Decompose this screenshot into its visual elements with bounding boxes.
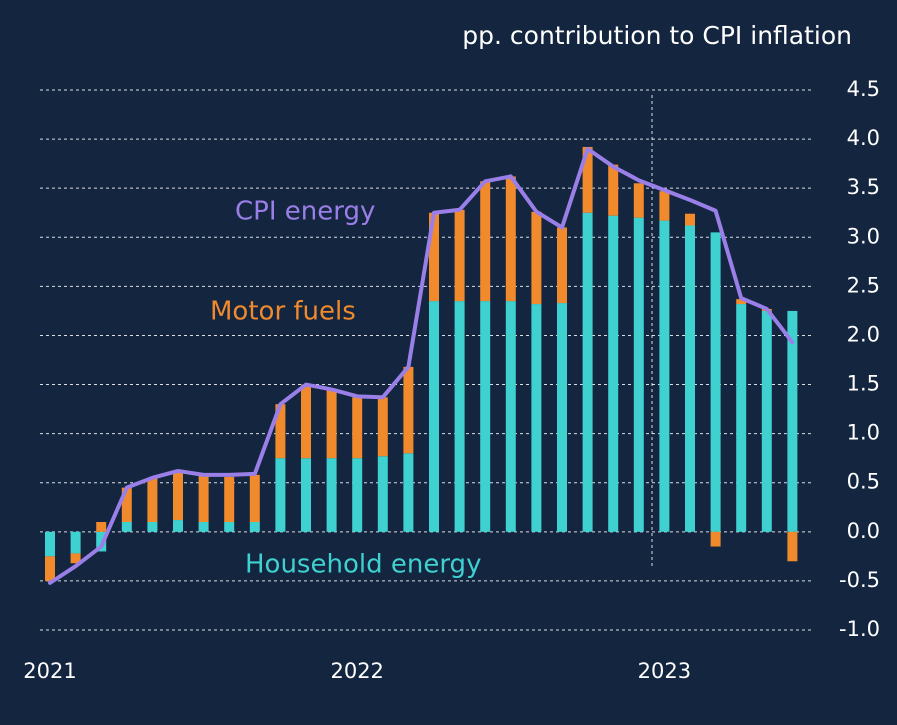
grid <box>40 89 812 631</box>
bar <box>352 458 363 532</box>
bar <box>121 522 132 532</box>
bars <box>45 146 798 581</box>
bar <box>45 556 55 581</box>
bar <box>377 397 388 457</box>
bar <box>480 301 491 532</box>
y-tick-label: -1.0 <box>839 617 880 641</box>
bar <box>198 475 209 522</box>
bar <box>249 474 260 522</box>
bar <box>403 366 414 454</box>
bar <box>173 472 183 521</box>
bar <box>736 299 747 305</box>
bar <box>147 522 158 532</box>
bar <box>633 183 644 218</box>
bar <box>301 458 311 532</box>
bar <box>557 227 567 304</box>
bar <box>582 212 593 532</box>
y-tick-label: 2.5 <box>847 273 880 297</box>
bar <box>224 522 235 532</box>
y-tick-label: 0.5 <box>847 470 880 494</box>
bar <box>377 456 388 532</box>
y-tick-label: 1.0 <box>847 421 880 445</box>
y-tick-label: 0.0 <box>847 519 880 543</box>
series-label: Motor fuels <box>210 297 356 327</box>
bar <box>633 217 644 532</box>
bar <box>121 487 132 522</box>
series-label: CPI energy <box>235 197 375 227</box>
y-tick-label: 4.5 <box>847 77 880 101</box>
bar <box>429 212 439 302</box>
bar <box>403 453 414 532</box>
y-tick-label: 1.5 <box>847 372 880 396</box>
bar <box>352 397 363 459</box>
bar <box>608 215 619 532</box>
bar <box>659 220 670 532</box>
bar <box>249 522 260 532</box>
y-tick-label: 4.0 <box>847 126 880 150</box>
bar <box>787 310 798 532</box>
bar <box>429 301 439 532</box>
bar <box>45 531 55 557</box>
bar <box>96 522 107 532</box>
x-tick-label: 2022 <box>330 659 383 683</box>
bar <box>301 384 311 459</box>
bar <box>173 520 183 532</box>
bar <box>736 304 747 532</box>
bar <box>685 213 695 226</box>
bar <box>326 458 337 532</box>
bar <box>557 303 567 532</box>
bar <box>454 209 465 302</box>
bar <box>275 458 286 532</box>
bar <box>531 211 542 305</box>
x-tick-label: 2021 <box>23 659 76 683</box>
bar <box>480 181 491 302</box>
bar <box>198 522 209 532</box>
bar <box>787 531 798 562</box>
bar <box>685 225 695 532</box>
x-tick-label: 2023 <box>638 659 691 683</box>
y-tick-label: 2.0 <box>847 322 880 346</box>
bar <box>505 301 516 532</box>
bar <box>147 477 158 522</box>
bar <box>70 553 81 564</box>
bar <box>531 304 542 532</box>
bar <box>275 404 286 459</box>
bar <box>326 389 337 459</box>
bar <box>454 301 465 532</box>
y-tick-label: 3.0 <box>847 224 880 248</box>
bar <box>659 191 670 221</box>
line <box>48 146 795 585</box>
bar <box>224 476 235 522</box>
lines <box>48 146 795 585</box>
bar <box>70 531 81 554</box>
bar <box>505 176 516 302</box>
series-label: Household energy <box>245 550 481 580</box>
bar <box>761 310 772 532</box>
bar <box>582 146 593 213</box>
y-tick-label: 3.5 <box>847 175 880 199</box>
subtitle: pp. contribution to CPI inflation <box>462 21 852 50</box>
bar <box>608 164 619 216</box>
bar <box>710 232 721 532</box>
y-tick-label: -0.5 <box>839 568 880 592</box>
bar <box>710 531 721 547</box>
